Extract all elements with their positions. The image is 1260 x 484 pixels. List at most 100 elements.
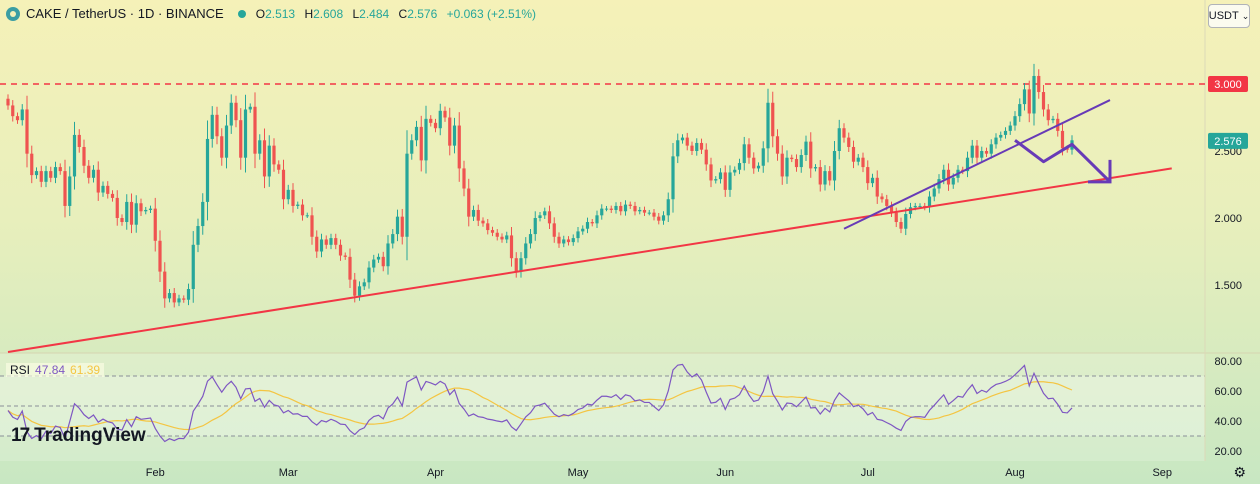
candle-body xyxy=(63,171,67,206)
high-value: 2.608 xyxy=(313,6,344,21)
candle-body xyxy=(125,201,129,223)
rsi-ma-value: 61.39 xyxy=(70,363,101,377)
candle-body xyxy=(685,137,689,146)
candle-body xyxy=(633,205,637,212)
candle-body xyxy=(229,102,233,126)
candle-body xyxy=(581,228,585,232)
candle-body xyxy=(101,185,105,193)
price-tag-label: 3.000 xyxy=(1214,79,1242,91)
settings-icon[interactable]: ⚙ xyxy=(1233,464,1246,480)
symbol-header: CAKE / TetherUS · 1D · BINANCE O2.513 H2… xyxy=(6,6,542,21)
time-tick-label: Mar xyxy=(279,467,298,479)
currency-button[interactable]: USDT ⌄ xyxy=(1208,4,1250,28)
candle-body xyxy=(1065,148,1069,150)
projection-arrowhead xyxy=(1088,159,1112,184)
candle-body xyxy=(671,156,675,200)
candle-body xyxy=(334,238,338,245)
candle-body xyxy=(243,109,248,158)
candle-body xyxy=(419,126,423,161)
close-value: 2.576 xyxy=(407,6,438,21)
candle-body xyxy=(96,169,100,193)
candle-body xyxy=(533,218,537,235)
candle-body xyxy=(538,215,542,218)
candle-body xyxy=(424,118,428,161)
candle-body xyxy=(652,212,656,217)
candle-body xyxy=(324,239,328,245)
candle-body xyxy=(913,205,917,208)
candle-body xyxy=(338,244,343,256)
candle-body xyxy=(248,106,252,110)
candle-body xyxy=(443,110,447,118)
candle-body xyxy=(509,235,514,259)
candle-body xyxy=(319,239,324,252)
rsi-panel-bg xyxy=(0,353,1205,461)
candle-body xyxy=(68,176,72,206)
price-tick-label: 2.500 xyxy=(1214,146,1242,158)
candle-body xyxy=(367,267,371,283)
candle-body xyxy=(220,136,224,158)
candle-body xyxy=(927,196,932,208)
candle-body xyxy=(676,140,680,157)
rsi-legend[interactable]: RSI 47.84 61.39 xyxy=(6,363,105,377)
candle-body xyxy=(448,117,452,146)
candle-body xyxy=(837,128,841,151)
time-tick-label: Jun xyxy=(716,467,734,479)
candle-body xyxy=(647,212,651,214)
candle-body xyxy=(386,243,390,267)
candle-body xyxy=(756,165,761,169)
rsi-tick-label: 20.00 xyxy=(1214,446,1242,458)
candle-body xyxy=(543,211,547,216)
candle-body xyxy=(680,137,685,141)
candle-body xyxy=(809,141,813,169)
price-tag-label: 2.576 xyxy=(1214,136,1242,148)
candle-body xyxy=(15,116,20,121)
candle-body xyxy=(880,196,884,200)
candle-body xyxy=(614,205,618,210)
candle-body xyxy=(628,204,632,206)
candle-body xyxy=(723,172,727,190)
candle-body xyxy=(975,145,979,158)
candle-body xyxy=(856,157,860,162)
candle-body xyxy=(1032,75,1036,114)
candle-body xyxy=(234,102,238,121)
candle-body xyxy=(277,164,281,170)
candle-body xyxy=(1041,92,1046,110)
time-tick-label: Apr xyxy=(427,467,444,479)
candle-body xyxy=(82,146,86,166)
symbol-title[interactable]: CAKE / TetherUS · 1D · BINANCE xyxy=(26,6,224,21)
rsi-tick-label: 40.00 xyxy=(1214,416,1242,428)
candle-body xyxy=(467,188,471,217)
candle-body xyxy=(134,203,138,225)
rising-trendline xyxy=(843,99,1111,230)
candle-body xyxy=(737,163,742,170)
time-tick-label: May xyxy=(568,467,589,479)
candle-body xyxy=(120,218,124,223)
candle-body xyxy=(481,220,485,224)
candle-body xyxy=(296,204,300,206)
change-value: +0.063 (+2.51%) xyxy=(446,6,536,21)
candle-body xyxy=(889,205,894,213)
candle-body xyxy=(490,230,495,233)
candle-body xyxy=(153,208,157,241)
candle-body xyxy=(557,236,561,244)
candle-body xyxy=(1051,118,1055,121)
low-value: 2.484 xyxy=(359,6,390,21)
candle-body xyxy=(562,239,566,244)
candle-body xyxy=(433,122,438,129)
candle-body xyxy=(813,167,818,169)
projected-path xyxy=(1014,139,1112,183)
candle-body xyxy=(286,189,290,200)
candle-body xyxy=(348,256,352,280)
candle-body xyxy=(372,259,376,268)
candle-body xyxy=(733,169,737,173)
currency-label: USDT xyxy=(1208,10,1239,22)
tradingview-logo[interactable]: 17 TradingView xyxy=(11,425,146,447)
candle-body xyxy=(623,204,628,212)
cake-logo-icon xyxy=(6,6,20,21)
candle-body xyxy=(139,203,143,212)
candle-body xyxy=(799,155,803,168)
candle-body xyxy=(595,215,599,224)
candle-body xyxy=(951,177,955,185)
candle-body xyxy=(1027,89,1031,114)
